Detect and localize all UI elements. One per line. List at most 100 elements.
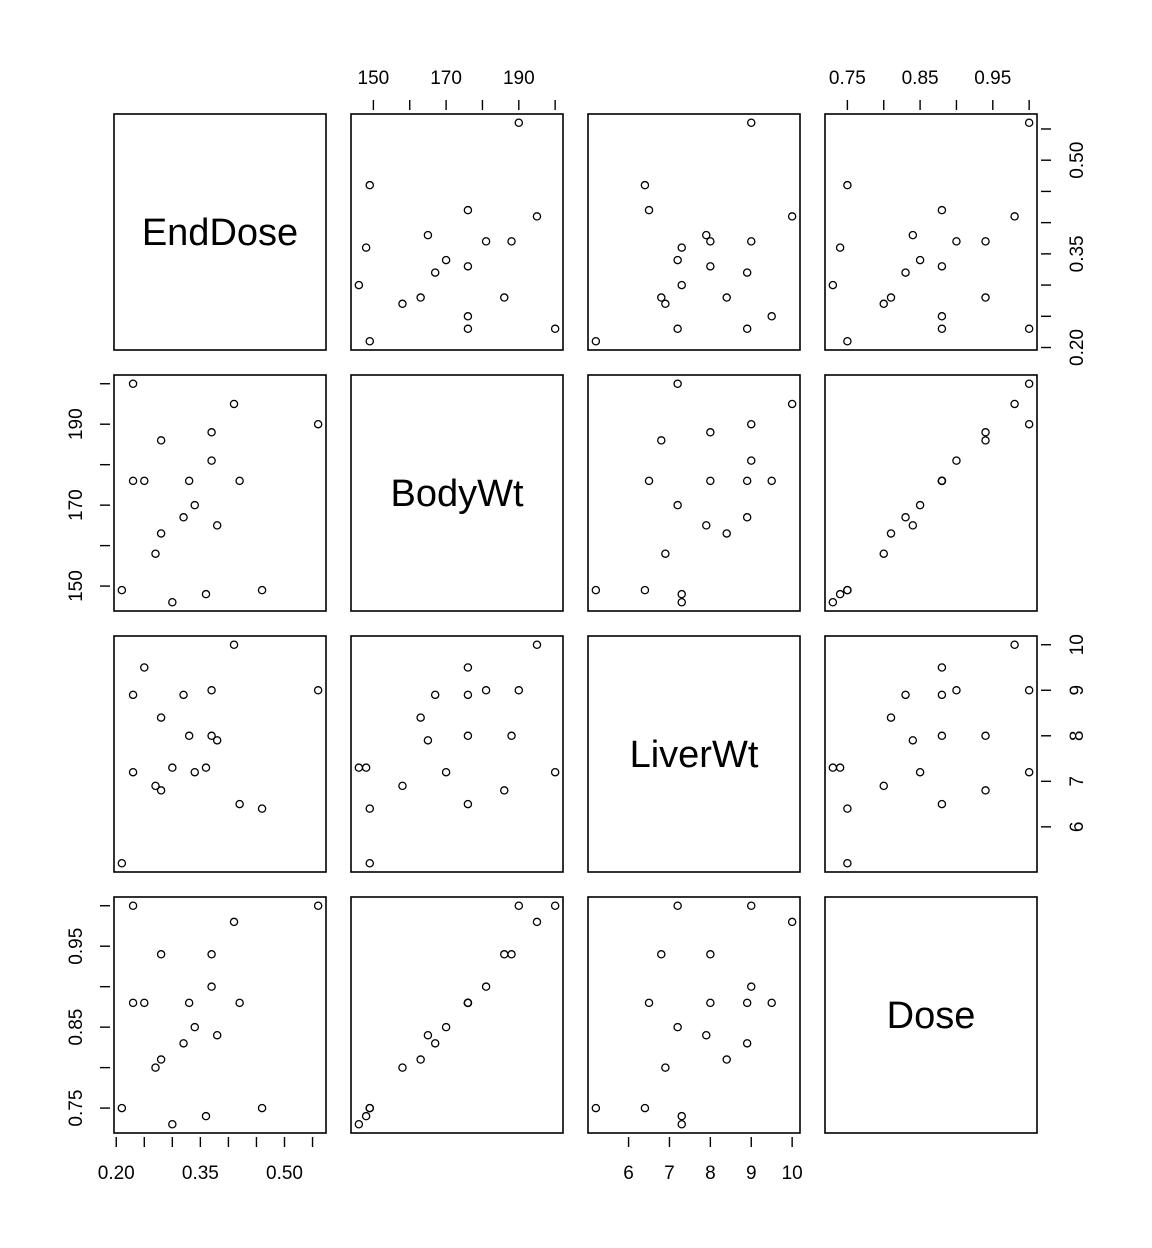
panel-liverwt-vs-bodywt — [350, 635, 564, 873]
panel-frame — [350, 896, 564, 1134]
data-point — [1024, 419, 1034, 429]
data-point — [886, 293, 896, 302]
data-point — [702, 521, 711, 530]
data-point — [532, 212, 542, 221]
tick-label: 10 — [782, 1163, 803, 1184]
data-point — [156, 436, 166, 445]
data-point — [937, 731, 947, 741]
data-point — [828, 598, 838, 607]
data-point — [207, 950, 216, 959]
data-point — [168, 763, 177, 772]
tick-label: 170 — [66, 489, 87, 521]
data-point — [706, 998, 715, 1008]
axis-top-dose: 0.75 0.85 0.95 — [829, 68, 1030, 110]
data-point — [481, 237, 491, 246]
data-point — [441, 767, 451, 777]
data-point — [937, 690, 947, 700]
data-point — [481, 982, 491, 991]
data-point — [915, 500, 925, 510]
data-point — [190, 500, 200, 510]
data-point — [365, 337, 375, 346]
data-point — [117, 585, 127, 595]
data-point — [1010, 640, 1019, 649]
data-point — [207, 428, 216, 437]
data-point — [463, 205, 473, 215]
data-point — [879, 781, 888, 791]
data-point — [365, 804, 375, 813]
panel-frame — [587, 896, 801, 1134]
data-point — [212, 1030, 222, 1040]
data-point — [398, 299, 407, 309]
data-point — [235, 799, 244, 809]
tick-label: 6 — [1067, 822, 1088, 833]
data-point — [706, 476, 715, 486]
data-point — [140, 663, 149, 672]
data-point — [128, 690, 138, 700]
data-point — [128, 998, 138, 1008]
data-point — [156, 713, 166, 722]
data-point — [937, 324, 947, 334]
panel-frame — [350, 635, 564, 873]
data-point — [229, 917, 239, 927]
data-point — [514, 901, 524, 910]
data-point — [1024, 686, 1034, 695]
data-point — [767, 476, 776, 486]
data-point — [423, 736, 433, 745]
variable-label-bodywt: BodyWt — [390, 473, 523, 515]
tick-label: 0.50 — [1067, 142, 1088, 179]
data-point — [1024, 767, 1034, 777]
tick-label: 0.35 — [182, 1163, 219, 1184]
tick-label: 9 — [746, 1163, 757, 1184]
data-point — [952, 237, 961, 246]
data-point — [767, 998, 776, 1008]
data-point — [843, 337, 852, 346]
data-point — [981, 293, 990, 302]
data-point — [673, 379, 682, 388]
axis-left-dose: 0.75 0.85 0.95 — [66, 905, 110, 1127]
data-point — [423, 1030, 433, 1040]
data-point — [463, 324, 473, 334]
data-point — [644, 998, 654, 1008]
data-point — [677, 280, 686, 290]
data-point — [661, 1063, 670, 1072]
data-point — [677, 598, 686, 607]
data-point — [1010, 212, 1019, 221]
data-point — [879, 299, 888, 309]
data-point — [661, 549, 670, 558]
data-point — [365, 180, 375, 190]
data-point — [747, 419, 756, 429]
axis-bottom-enddose: 0.20 0.35 0.50 — [98, 1137, 314, 1184]
data-point — [441, 1022, 451, 1032]
data-point — [201, 1111, 211, 1121]
panel-frame — [587, 374, 801, 612]
data-point — [767, 312, 776, 321]
data-point — [677, 589, 686, 599]
data-point — [640, 1103, 650, 1113]
data-point — [747, 237, 756, 246]
data-point — [430, 690, 440, 700]
data-point — [661, 299, 670, 309]
data-point — [257, 585, 267, 595]
tick-label: 150 — [66, 570, 87, 602]
data-point — [673, 255, 682, 265]
data-point — [657, 950, 666, 959]
tick-label: 0.85 — [66, 1009, 87, 1046]
data-point — [640, 585, 650, 595]
data-point — [937, 663, 947, 672]
panel-liverwt-vs-liverwt: LiverWt — [587, 635, 801, 873]
data-point — [937, 476, 947, 486]
data-point — [430, 1039, 440, 1048]
data-point — [644, 205, 654, 215]
tick-label: 0.75 — [829, 68, 866, 89]
panel-liverwt-vs-enddose — [113, 635, 327, 873]
tick-label: 7 — [1067, 776, 1088, 787]
data-point — [742, 998, 752, 1008]
data-point — [441, 255, 451, 265]
panel-dose-vs-dose: Dose — [824, 896, 1038, 1134]
data-point — [168, 1120, 177, 1129]
tick-label: 170 — [430, 68, 462, 89]
tick-label: 190 — [503, 68, 535, 89]
data-point — [787, 399, 797, 409]
data-point — [673, 500, 682, 510]
